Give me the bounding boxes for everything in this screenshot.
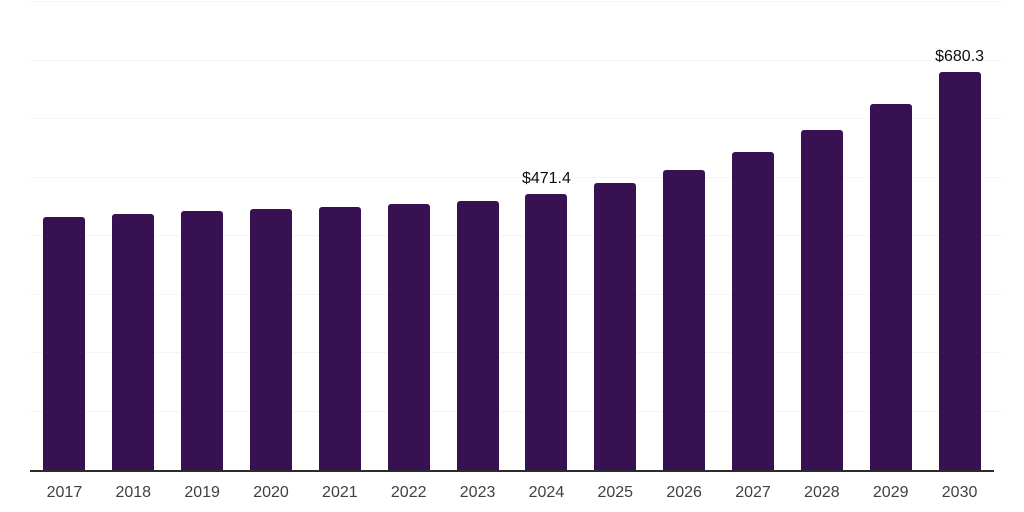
x-tick-label-2018: 2018 [115,484,152,501]
bar-2024 [525,194,568,470]
x-tick-label-2022: 2022 [390,484,427,501]
x-tick-label-2020: 2020 [253,484,289,501]
x-tick-label-2030: 2030 [941,484,978,501]
data-label-2024: $471.4 [521,170,571,188]
data-label-2030: $680.3 [935,48,985,66]
gridline-100 [30,410,1002,412]
bar-2018 [112,214,155,470]
x-tick-label-2023: 2023 [459,484,496,501]
bar-2019 [181,211,224,470]
x-tick-label-2027: 2027 [735,484,771,501]
x-tick-label-2025: 2025 [597,484,634,501]
x-tick-label-2026: 2026 [666,484,702,501]
gridline-800 [30,1,1002,2]
gridline-200 [30,352,1002,353]
gridline-300 [30,293,1002,295]
bar-2025 [594,183,637,470]
x-tick-label-2029: 2029 [872,484,909,501]
bar-2027 [732,152,774,470]
x-tick-label-2024: 2024 [528,484,565,501]
gridline-700 [30,59,1002,61]
bar-2029 [869,103,912,470]
x-tick-label-2019: 2019 [184,484,220,501]
bar-2026 [663,169,706,470]
bar-2021 [318,206,361,470]
gridline-400 [30,235,1002,236]
x-tick-label-2017: 2017 [46,484,83,501]
bar-2022 [387,204,430,470]
bar-2023 [456,201,499,470]
bar-2020 [250,208,292,470]
bar-2030 [938,72,981,470]
x-tick-label-2028: 2028 [804,484,840,501]
x-axis-line [30,470,994,472]
bar-2028 [800,130,843,470]
bar-2017 [43,216,86,470]
x-tick-label-2021: 2021 [322,484,358,501]
gridline-600 [30,118,1002,119]
plot-area: $471.4 $680.3 [30,1,1002,472]
gridline-500 [30,176,1002,178]
